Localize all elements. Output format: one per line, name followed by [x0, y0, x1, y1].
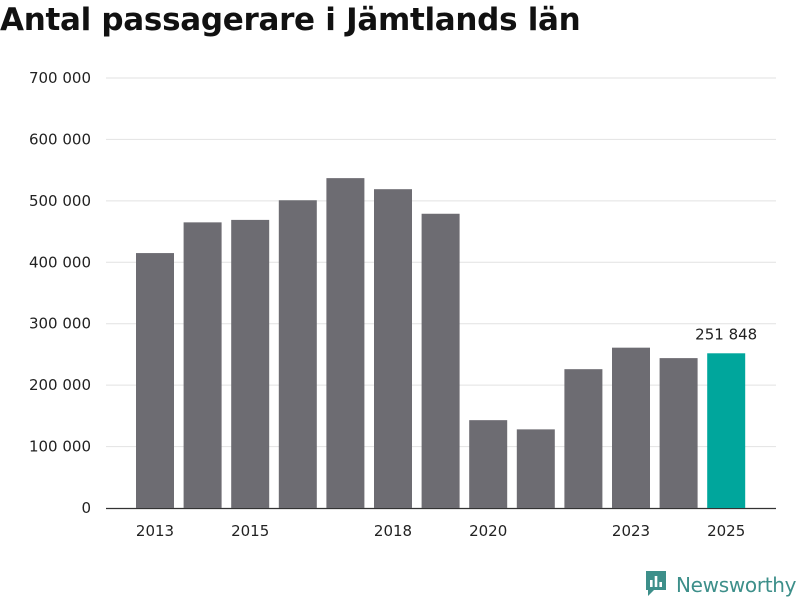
x-tick-label: 2013	[136, 522, 174, 540]
y-tick-label: 0	[81, 499, 91, 517]
x-tick-label: 2015	[231, 522, 269, 540]
brand-name: Newsworthy	[676, 573, 797, 597]
bar-2019	[421, 213, 460, 508]
bars	[136, 178, 746, 508]
y-tick-label: 400 000	[29, 253, 91, 271]
bar-2017	[326, 178, 365, 508]
bar-2018	[374, 189, 412, 508]
bar-2021	[516, 429, 555, 508]
bar-2023	[612, 347, 650, 508]
x-tick-label: 2020	[469, 522, 507, 540]
y-tick-label: 500 000	[29, 192, 91, 210]
bar-2024	[659, 358, 698, 508]
x-tick-label: 2018	[374, 522, 412, 540]
bar-2013	[136, 253, 174, 508]
bar-2022	[564, 369, 603, 508]
bar-2014	[183, 222, 222, 508]
y-tick-label: 100 000	[29, 438, 91, 456]
bar-2016	[278, 200, 317, 508]
y-tick-label: 600 000	[29, 130, 91, 148]
data-labels: 251 848	[695, 325, 757, 343]
bar-2015	[231, 219, 270, 508]
x-axis-tick-labels: 2013 2015 2018 2020 2023 2025	[136, 522, 745, 540]
x-tick-label: 2023	[612, 522, 650, 540]
x-tick-label: 2025	[707, 522, 745, 540]
y-axis-tick-labels: 0 100 000 200 000 300 000 400 000 500 000 600 …	[29, 69, 91, 517]
y-tick-label: 700 000	[29, 69, 91, 87]
y-tick-label: 200 000	[29, 376, 91, 394]
bar-2025	[707, 353, 746, 508]
chart-title: Antal passagerare i Jämtlands län	[0, 2, 581, 38]
bar-2020	[469, 420, 508, 508]
newsworthy-logo-icon	[644, 569, 668, 601]
y-tick-label: 300 000	[29, 315, 91, 333]
brand-logo: Newsworthy	[644, 569, 797, 601]
data-label: 251 848	[695, 325, 757, 343]
